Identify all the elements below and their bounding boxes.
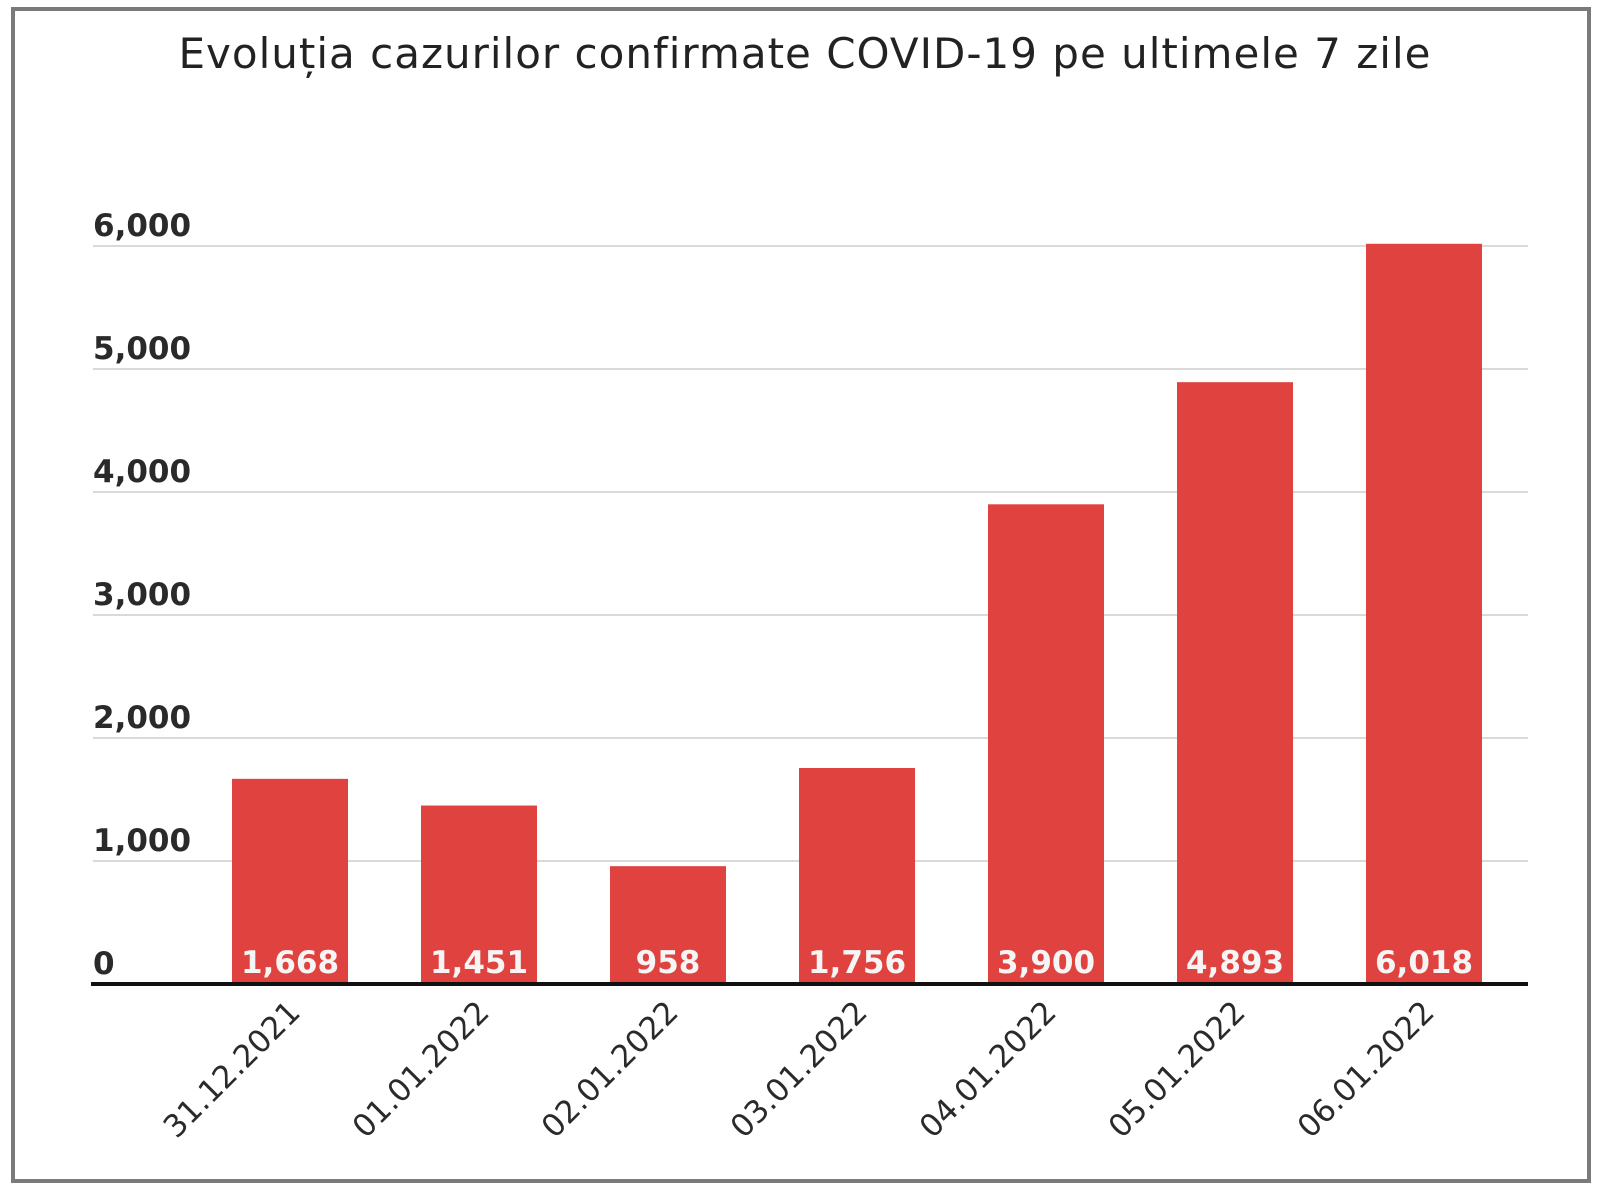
bar-05.01.2022 bbox=[1177, 382, 1293, 984]
bar-03.01.2022 bbox=[799, 768, 915, 984]
y-axis-ticks: 0 1,000 2,000 3,000 4,000 5,000 6,000 bbox=[93, 208, 191, 982]
bar-06.01.2022 bbox=[1366, 243, 1482, 984]
data-label-05.01.2022: 4,893 bbox=[1186, 945, 1284, 981]
x-tick-label-03.01.2022: 03.01.2022 bbox=[724, 994, 875, 1145]
y-tick-label-4: 4,000 bbox=[93, 454, 191, 490]
data-labels: 1,668 1,451 958 1,756 3,900 4,893 6,018 bbox=[241, 945, 1473, 981]
x-tick-label-05.01.2022: 05.01.2022 bbox=[1102, 994, 1253, 1145]
y-tick-label-1: 1,000 bbox=[93, 823, 191, 859]
data-label-02.01.2022: 958 bbox=[636, 945, 701, 981]
y-tick-label-6: 6,000 bbox=[93, 208, 191, 244]
bar-02.01.2022 bbox=[610, 866, 726, 984]
bar-04.01.2022 bbox=[988, 504, 1104, 984]
bar-01.01.2022 bbox=[421, 805, 537, 984]
y-tick-label-0: 0 bbox=[93, 946, 115, 982]
data-label-04.01.2022: 3,900 bbox=[997, 945, 1095, 981]
chart-frame: Evoluția cazurilor confirmate COVID-19 p… bbox=[11, 7, 1591, 1183]
x-tick-label-06.01.2022: 06.01.2022 bbox=[1291, 994, 1442, 1145]
x-tick-label-01.01.2022: 01.01.2022 bbox=[346, 994, 497, 1145]
data-label-01.01.2022: 1,451 bbox=[430, 945, 528, 981]
y-tick-label-5: 5,000 bbox=[93, 331, 191, 367]
y-tick-label-3: 3,000 bbox=[93, 577, 191, 613]
bar-31.12.2021 bbox=[232, 778, 348, 984]
chart-title: Evoluția cazurilor confirmate COVID-19 p… bbox=[178, 29, 1432, 78]
x-tick-label-04.01.2022: 04.01.2022 bbox=[913, 994, 1064, 1145]
x-tick-label-31.12.2021: 31.12.2021 bbox=[157, 994, 308, 1145]
data-label-03.01.2022: 1,756 bbox=[808, 945, 906, 981]
y-tick-label-2: 2,000 bbox=[93, 700, 191, 736]
data-label-31.12.2021: 1,668 bbox=[241, 945, 339, 981]
x-tick-label-02.01.2022: 02.01.2022 bbox=[535, 994, 686, 1145]
data-label-06.01.2022: 6,018 bbox=[1375, 945, 1473, 981]
x-axis-ticks: 31.12.2021 01.01.2022 02.01.2022 03.01.2022… bbox=[91, 982, 1528, 1145]
bars bbox=[232, 243, 1482, 984]
